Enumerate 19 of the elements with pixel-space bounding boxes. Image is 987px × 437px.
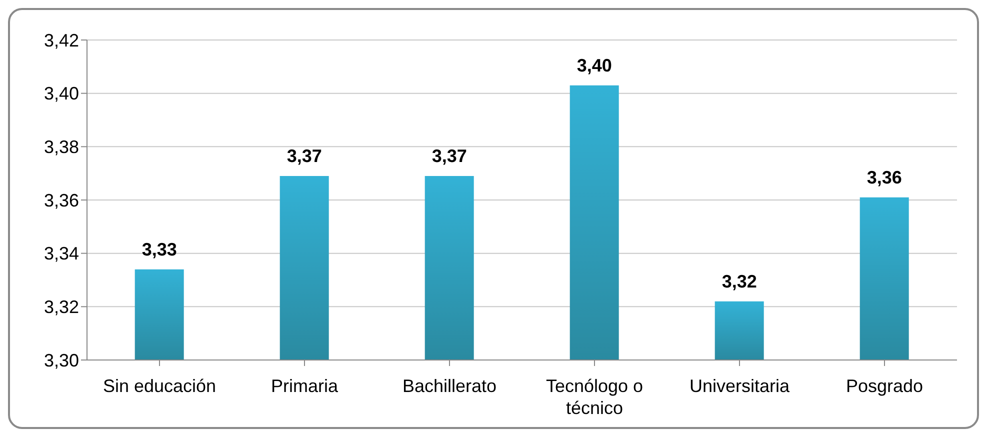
x-tick-label: Bachillerato [402,376,497,396]
y-tick-label: 3,36 [44,190,79,210]
x-tick-label: Sin educación [102,376,216,396]
y-tick-label: 3,34 [44,244,79,264]
x-tick-label: Tecnólogo o técnico [546,376,644,418]
y-tick-label: 3,30 [44,350,79,370]
data-label: 3,40 [576,55,612,76]
x-tick-label: Posgrado [846,376,924,396]
x-tick-label: Universitaria [689,376,790,396]
y-tick-label: 3,32 [44,297,79,318]
data-label: 3,36 [866,167,902,188]
data-label: 3,37 [432,146,467,166]
data-label: 3,37 [286,146,322,166]
data-label: 3,32 [722,271,757,292]
y-tick-label: 3,42 [44,30,79,50]
y-tick-label: 3,38 [44,137,79,158]
y-tick-label: 3,40 [44,84,79,104]
x-tick-label: Primaria [270,376,339,396]
data-label: 3,33 [142,239,177,260]
